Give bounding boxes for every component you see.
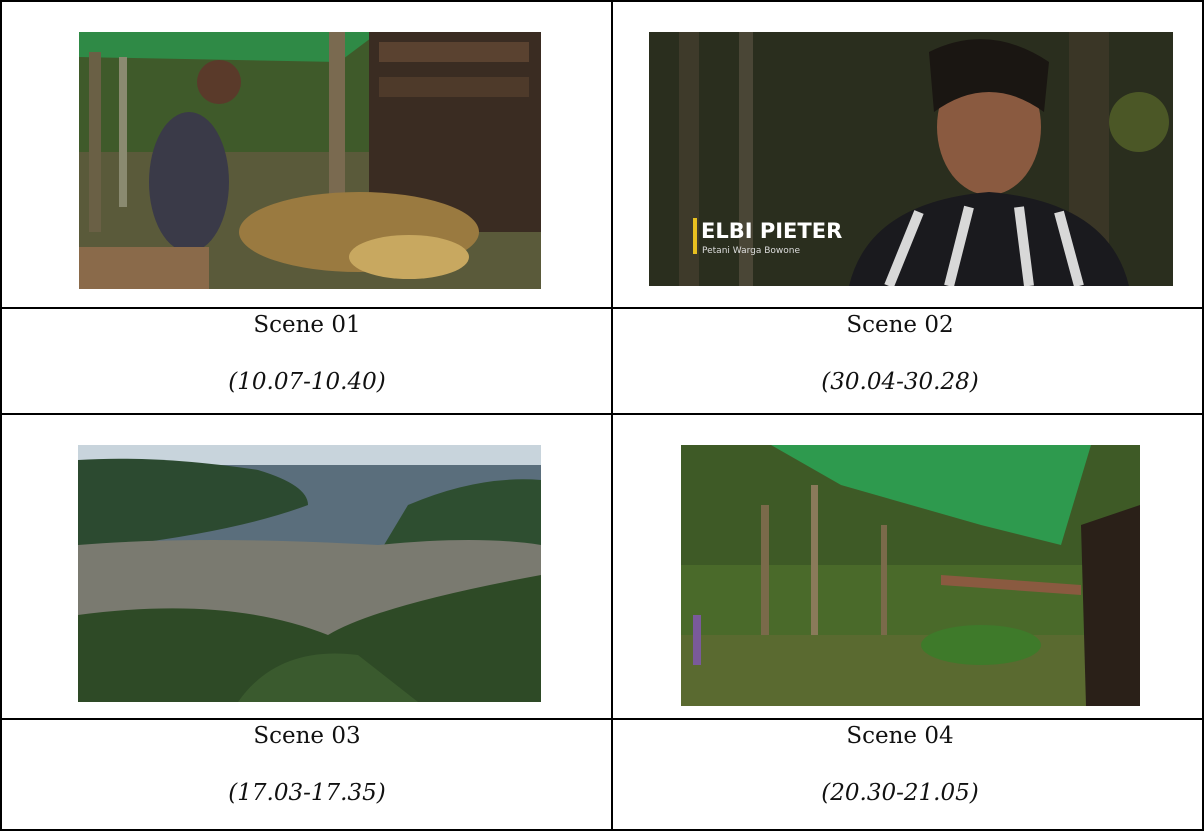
scene-label: Scene 01	[2, 312, 612, 338]
scene-label: Scene 04	[595, 723, 1204, 749]
scene-image: ELBI PIETER Petani Warga Bowone	[649, 32, 1173, 286]
scene-label: Scene 03	[2, 723, 612, 749]
scene-time: (20.30-21.05)	[595, 780, 1204, 806]
scene-time: (10.07-10.40)	[2, 369, 612, 395]
scene-time: (30.04-30.28)	[595, 369, 1204, 395]
border	[0, 0, 1204, 2]
scene-image	[79, 32, 541, 289]
scene-time: (17.03-17.35)	[2, 780, 612, 806]
caption-role: Petani Warga Bowone	[702, 246, 800, 256]
border	[0, 718, 1204, 720]
scene-label: Scene 02	[595, 312, 1204, 338]
border	[0, 0, 2, 831]
page: ELBI PIETER Petani Warga Bowone Scene 01…	[0, 0, 1204, 831]
border	[611, 0, 613, 831]
border	[0, 413, 1204, 415]
scene-image	[681, 445, 1140, 706]
caption-name: ELBI PIETER	[701, 219, 842, 243]
border	[0, 307, 1204, 309]
scene-image	[78, 445, 541, 702]
